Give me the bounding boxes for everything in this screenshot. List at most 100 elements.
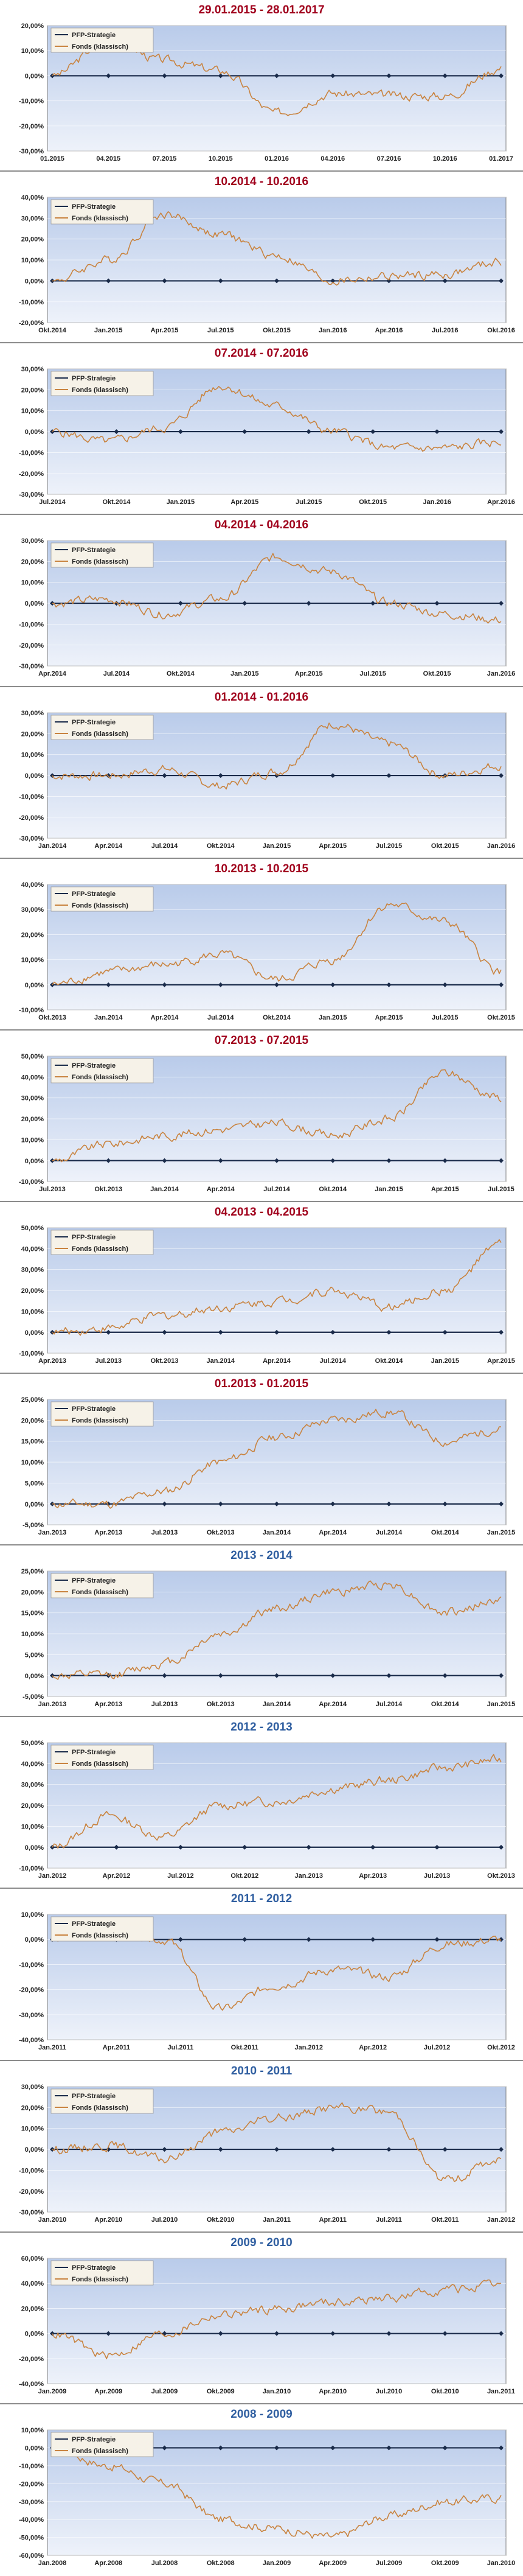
panel-divider	[0, 1373, 523, 1374]
series-point-pfp-strategie	[274, 982, 279, 987]
chart-panel: 2008 - 2009 10,00% 0,00% -10,00% -20,00% -30,…	[0, 2404, 523, 2576]
series-point-pfp-strategie	[274, 1329, 279, 1335]
y-tick-label: -10,00%	[19, 1178, 44, 1186]
series-point-pfp-strategie	[330, 772, 336, 778]
series-point-pfp-strategie	[386, 1158, 392, 1163]
series-point-pfp-strategie	[330, 278, 336, 284]
chart-title: 10.2013 - 10.2015	[214, 862, 309, 875]
panel-divider	[0, 2231, 523, 2233]
x-tick-label: Okt.2012	[487, 2045, 515, 2052]
y-tick-label: -20,00%	[19, 642, 44, 649]
x-tick-label: Apr.2013	[359, 1872, 387, 1880]
series-point-pfp-strategie	[50, 1329, 55, 1335]
chart-panel: 04.2014 - 04.2016 30,00% 20,00% 10,00% 0,00%…	[0, 515, 523, 687]
y-tick-label: 0,00%	[25, 772, 44, 780]
x-tick-label: Jan.2013	[38, 1529, 66, 1536]
y-tick-label: 40,00%	[21, 1245, 44, 1253]
legend-box	[50, 1230, 154, 1255]
series-point-pfp-strategie	[499, 1845, 504, 1850]
legend-label: Fonds (klassisch)	[72, 2104, 128, 2112]
y-tick-label: -10,00%	[19, 1350, 44, 1357]
series-point-pfp-strategie	[114, 601, 119, 606]
legend: PFP-Strategie Fonds (klassisch)	[50, 2432, 154, 2457]
y-tick-label: 0,00%	[25, 1673, 44, 1680]
x-tick-label: Okt.2013	[151, 1357, 179, 1365]
y-tick-label: -10,00%	[19, 450, 44, 457]
series-point-pfp-strategie	[386, 1501, 392, 1507]
x-tick-label: Jul.2016	[432, 327, 458, 334]
y-tick-label: -30,00%	[19, 663, 44, 671]
series-point-pfp-strategie	[178, 601, 183, 606]
y-tick-label: 10,00%	[21, 257, 44, 264]
y-tick-label: -20,00%	[19, 123, 44, 130]
y-tick-label: 20,00%	[21, 1417, 44, 1424]
legend-label: PFP-Strategie	[72, 32, 116, 39]
legend: PFP-Strategie Fonds (klassisch)	[50, 27, 154, 53]
legend-label: Fonds (klassisch)	[72, 215, 128, 222]
x-tick-label: Okt.2014	[431, 1529, 460, 1536]
x-tick-label: Jan.2011	[38, 2045, 66, 2052]
legend-label: Fonds (klassisch)	[72, 2448, 128, 2455]
y-tick-label: 0,00%	[25, 1329, 44, 1337]
y-tick-label: -20,00%	[19, 320, 44, 327]
y-tick-label: 10,00%	[21, 956, 44, 964]
series-point-pfp-strategie	[442, 73, 448, 79]
series-point-pfp-strategie	[499, 1501, 504, 1507]
x-tick-label: Jan.2014	[150, 1186, 179, 1193]
y-tick-label: -20,00%	[19, 2480, 44, 2488]
chart-svg: 60,00%40,00%20,00%0,00%-20,00%-40,00%Jan…	[19, 2255, 515, 2395]
x-tick-label: Okt.2015	[487, 1014, 515, 1021]
x-tick-label: Jan.2014	[207, 1357, 235, 1365]
x-tick-label: Jul.2012	[424, 2045, 450, 2052]
series-point-pfp-strategie	[499, 601, 504, 606]
x-tick-label: Okt.2015	[423, 671, 451, 678]
y-tick-label: -10,00%	[19, 1865, 44, 1872]
chart-panel: 2013 - 2014 25,00% 20,00% 15,00% 10,00% 5,00%…	[0, 1545, 523, 1718]
x-tick-label: Okt.2014	[431, 1701, 460, 1708]
legend-label: PFP-Strategie	[72, 1920, 116, 1928]
y-tick-label: 50,00%	[21, 1740, 44, 1747]
chart-panel: 2012 - 2013 50,00% 40,00% 30,00% 20,00% 10,00…	[0, 1717, 523, 1889]
y-tick-label: 0,00%	[25, 1158, 44, 1165]
x-tick-label: Apr.2010	[319, 2388, 347, 2395]
series-point-pfp-strategie	[162, 278, 167, 284]
x-tick-label: Apr.2013	[94, 1701, 122, 1708]
y-tick-label: 25,00%	[21, 1396, 44, 1404]
series-point-pfp-strategie	[499, 982, 504, 987]
x-tick-label: 07.2016	[377, 155, 401, 163]
series-point-pfp-strategie	[106, 982, 111, 987]
y-tick-label: -5,00%	[23, 1693, 44, 1701]
x-tick-label: Apr.2014	[94, 842, 123, 850]
x-tick-label: Jan.2015	[263, 842, 291, 850]
legend-label: Fonds (klassisch)	[72, 1417, 128, 1424]
series-point-pfp-strategie	[242, 601, 248, 606]
series-point-pfp-strategie	[434, 1845, 440, 1850]
series-point-pfp-strategie	[50, 601, 55, 606]
legend-box	[50, 2260, 154, 2286]
panel-divider	[0, 1716, 523, 1718]
x-tick-label: Jan.2016	[487, 842, 515, 850]
x-tick-label: Okt.2013	[94, 1186, 122, 1193]
x-tick-label: Apr.2016	[375, 327, 403, 334]
series-point-pfp-strategie	[386, 2445, 392, 2451]
x-tick-label: Apr.2015	[431, 1186, 459, 1193]
chart-title: 2011 - 2012	[230, 1892, 293, 1906]
legend: PFP-Strategie Fonds (klassisch)	[50, 1745, 154, 1770]
legend: PFP-Strategie Fonds (klassisch)	[50, 1573, 154, 1598]
x-tick-label: Jan.2012	[38, 1872, 66, 1880]
x-tick-label: Jul.2014	[103, 671, 130, 678]
legend: PFP-Strategie Fonds (klassisch)	[50, 1401, 154, 1427]
y-tick-label: -5,00%	[23, 1522, 44, 1529]
x-tick-label: Apr.2016	[487, 499, 515, 506]
panel-divider	[0, 514, 523, 516]
legend-label: Fonds (klassisch)	[72, 730, 128, 738]
x-tick-label: Okt.2014	[207, 842, 235, 850]
chart-title: 2012 - 2013	[230, 1721, 293, 1734]
series-point-pfp-strategie	[274, 73, 279, 79]
series-line-fonds-klassisch	[52, 2445, 502, 2539]
series-point-pfp-strategie	[442, 2146, 448, 2152]
x-tick-label: 01.2016	[265, 155, 289, 163]
panel-divider	[0, 1544, 523, 1546]
x-tick-label: Jan.2011	[263, 2216, 291, 2224]
